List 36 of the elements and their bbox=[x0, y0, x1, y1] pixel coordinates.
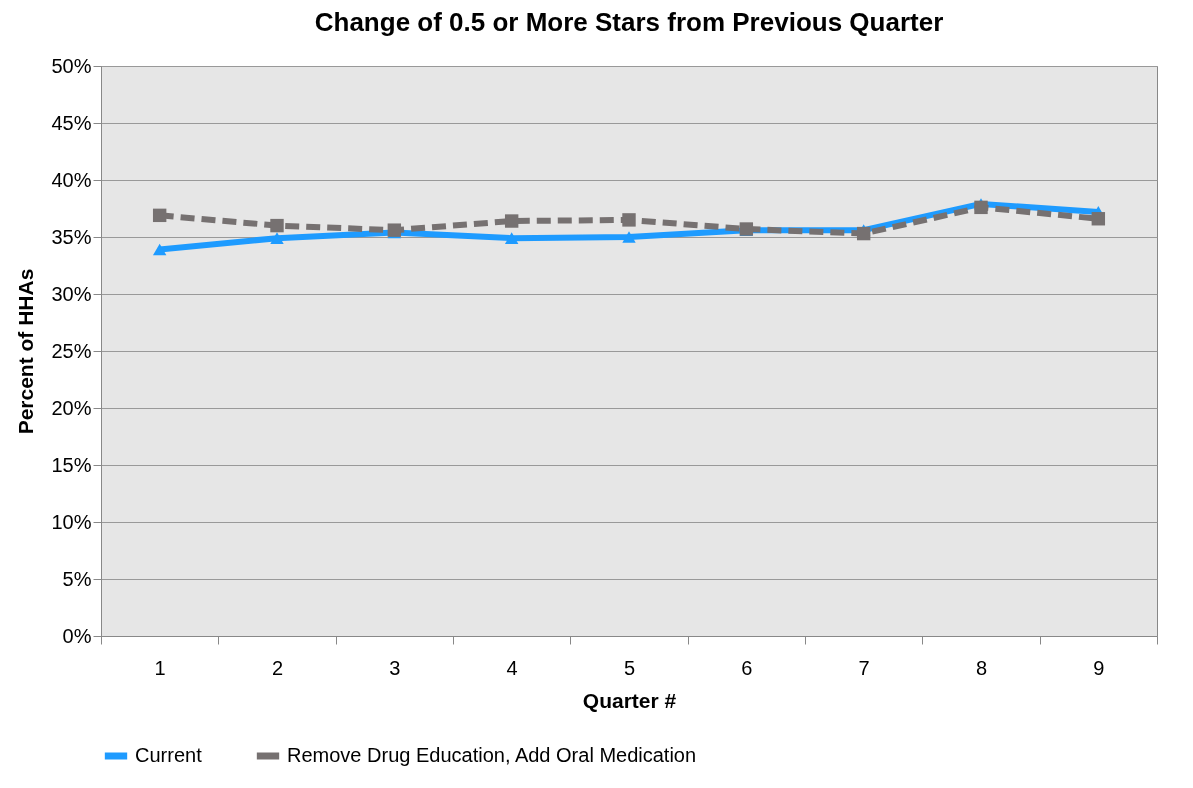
y-tick-label: 5% bbox=[62, 567, 92, 590]
legend-label: Current bbox=[135, 744, 203, 766]
point bbox=[856, 226, 871, 241]
y-axis-title: Percent of HHAs bbox=[14, 268, 38, 435]
y-tick-label: 35% bbox=[51, 225, 92, 248]
x-tick-label: 7 bbox=[858, 656, 870, 679]
y-tick-label: 45% bbox=[51, 111, 92, 134]
x-tick-label: 3 bbox=[389, 656, 401, 679]
x-tick-label: 2 bbox=[271, 656, 284, 679]
x-tick-label: 9 bbox=[1093, 656, 1105, 679]
legend-label: Remove Drug Education, Add Oral Medication bbox=[287, 744, 697, 766]
y-tick-label: 50% bbox=[51, 54, 92, 77]
point bbox=[974, 200, 988, 215]
point bbox=[270, 218, 284, 233]
point bbox=[622, 213, 636, 227]
point bbox=[622, 231, 636, 243]
point bbox=[1091, 212, 1106, 226]
point bbox=[270, 232, 284, 244]
y-tick-label: 30% bbox=[51, 282, 92, 305]
point bbox=[152, 208, 167, 223]
chart-title: Change of 0.5 or More Stars from Previous Quarter bbox=[314, 7, 944, 37]
x-tick-label: 6 bbox=[741, 656, 753, 679]
point bbox=[504, 214, 519, 228]
y-tick-label: 0% bbox=[62, 624, 92, 647]
point bbox=[504, 232, 519, 244]
x-axis-title: Quarter # bbox=[582, 688, 677, 712]
y-tick-label: 20% bbox=[51, 396, 92, 419]
y-tick-label: 10% bbox=[51, 510, 92, 533]
x-tick-label: 1 bbox=[154, 656, 166, 679]
point bbox=[152, 243, 167, 256]
y-tick-label: 15% bbox=[51, 453, 92, 476]
x-tick-label: 4 bbox=[506, 656, 518, 679]
x-tick-label: 8 bbox=[975, 656, 988, 679]
y-tick-label: 40% bbox=[51, 168, 92, 191]
y-tick-label: 25% bbox=[51, 339, 92, 362]
x-tick-label: 5 bbox=[623, 656, 636, 679]
